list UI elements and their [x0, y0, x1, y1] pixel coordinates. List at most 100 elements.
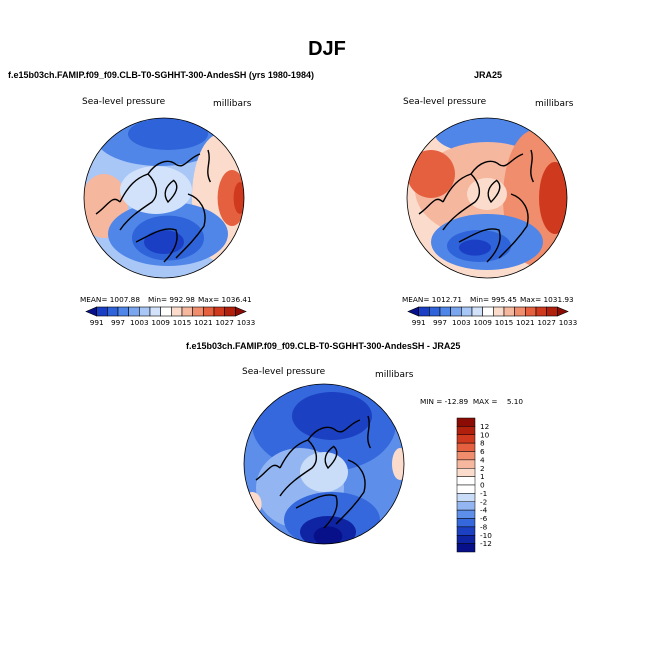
panel-3-variable-label: Sea-level pressure — [242, 367, 326, 377]
colorbar-tick-label: -2 — [480, 497, 487, 506]
panel-1-max: Max= 1036.41 — [198, 295, 252, 304]
colorbar-swatch — [456, 501, 476, 511]
colorbar-tick-label: 1003 — [452, 318, 471, 327]
colorbar-swatch — [456, 476, 476, 486]
panel-2-max: Max= 1031.93 — [520, 295, 574, 304]
pressure-region — [539, 162, 567, 234]
panel-1-mean: MEAN= 1007.88 — [80, 295, 140, 304]
coastline — [530, 149, 535, 183]
colorbar-tick-label: 8 — [480, 439, 485, 448]
colorbar-tick-label: 2 — [480, 464, 485, 473]
colorbar-tick-label: 997 — [111, 318, 125, 327]
map-border — [406, 117, 568, 279]
colorbar-swatch — [456, 484, 476, 494]
coastline — [279, 439, 318, 497]
colorbar-swatch — [456, 493, 476, 502]
panel-2-mean: MEAN= 1012.71 — [402, 295, 462, 304]
panel-2-units-label: millibars — [535, 99, 574, 109]
colorbar-swatch — [456, 535, 476, 544]
colorbar-tick-label: 1033 — [559, 318, 578, 327]
colorbar-tick-label: 12 — [480, 422, 489, 431]
map-border — [243, 383, 405, 545]
colorbar-tick-label: 1021 — [516, 318, 535, 327]
colorbar-tick-label: 0 — [480, 481, 485, 490]
pressure-region — [300, 452, 348, 492]
coastline — [119, 173, 158, 231]
pressure-region — [407, 150, 455, 198]
coastline — [164, 179, 178, 204]
coastline — [95, 198, 121, 215]
coastline — [458, 228, 501, 263]
colorbar-swatch — [456, 442, 476, 452]
coastline — [175, 193, 206, 259]
colorbar-swatch — [456, 417, 476, 427]
colorbar-tick-label: 1009 — [151, 318, 170, 327]
colorbar-tick-label: 6 — [480, 447, 485, 456]
colorbar-tick-label: 1027 — [215, 318, 234, 327]
coastline — [147, 153, 201, 175]
colorbar-tick-label: -6 — [480, 514, 488, 523]
colorbar-tick-label: 1015 — [495, 318, 514, 327]
coastline — [418, 198, 444, 215]
panel-2-min: Min= 995.45 — [470, 295, 517, 304]
panel-3-title: f.e15b03ch.FAMIP.f09_f09.CLB-T0-SGHHT-30… — [186, 341, 461, 351]
colorbar-swatch — [456, 518, 476, 528]
coastline — [335, 459, 366, 525]
colorbar-tick-label: -10 — [480, 531, 492, 540]
coastline — [307, 419, 361, 441]
colorbar-tick-label: 1009 — [473, 318, 492, 327]
pressure-region — [128, 118, 208, 150]
figure-title: DJF — [308, 38, 346, 60]
colorbar-swatch — [456, 509, 476, 519]
panel-1-title: f.e15b03ch.FAMIP.f09_f09.CLB-T0-SGHHT-30… — [8, 70, 314, 80]
panel-3-units-label: millibars — [375, 370, 414, 380]
coastline — [135, 228, 178, 263]
colorbar-tick-label: 991 — [412, 318, 426, 327]
colorbar-tick-label: 1027 — [537, 318, 556, 327]
colorbar-cap-right — [557, 306, 569, 317]
panel-2-variable-label: Sea-level pressure — [403, 97, 487, 107]
colorbar-tick-label: 1 — [480, 472, 485, 481]
coastline — [295, 494, 338, 529]
colorbar-tick-label: 1021 — [194, 318, 213, 327]
coastline — [498, 193, 529, 259]
colorbar-tick-label: -12 — [480, 539, 492, 548]
colorbar-tick-label: -4 — [480, 506, 488, 515]
pressure-region — [313, 526, 343, 544]
coastline — [367, 415, 372, 449]
coastline — [470, 153, 524, 175]
colorbar-tick-label: -1 — [480, 489, 487, 498]
colorbar-swatch — [456, 451, 476, 461]
pressure-region — [459, 239, 491, 256]
colorbar-cap-right — [235, 306, 247, 317]
colorbar-swatch — [456, 543, 476, 553]
colorbar-swatch — [456, 434, 476, 444]
pressure-region — [467, 178, 507, 210]
colorbar-tick-label: 1003 — [130, 318, 149, 327]
pressure-region — [392, 448, 404, 480]
panel-3-minmax: MIN = -12.89 MAX = 5.10 — [420, 397, 524, 406]
panel-1-units-label: millibars — [213, 99, 252, 109]
coastline — [255, 464, 281, 481]
colorbar-swatch — [456, 526, 476, 536]
panel-2-title: JRA25 — [474, 70, 503, 80]
colorbar-swatch — [456, 459, 476, 469]
pressure-region — [292, 392, 372, 440]
colorbar-tick-label: 4 — [480, 455, 485, 464]
map-border — [83, 117, 245, 279]
colorbar-tick-label: 10 — [480, 430, 490, 439]
coastline — [487, 179, 501, 204]
colorbar-tick-label: -8 — [480, 522, 488, 531]
coastline — [442, 173, 481, 231]
panel-1-min: Min= 992.98 — [148, 295, 195, 304]
pressure-region — [435, 118, 539, 154]
colorbar-swatch — [456, 468, 476, 477]
colorbar-tick-label: 991 — [90, 318, 104, 327]
coastline — [207, 149, 212, 183]
